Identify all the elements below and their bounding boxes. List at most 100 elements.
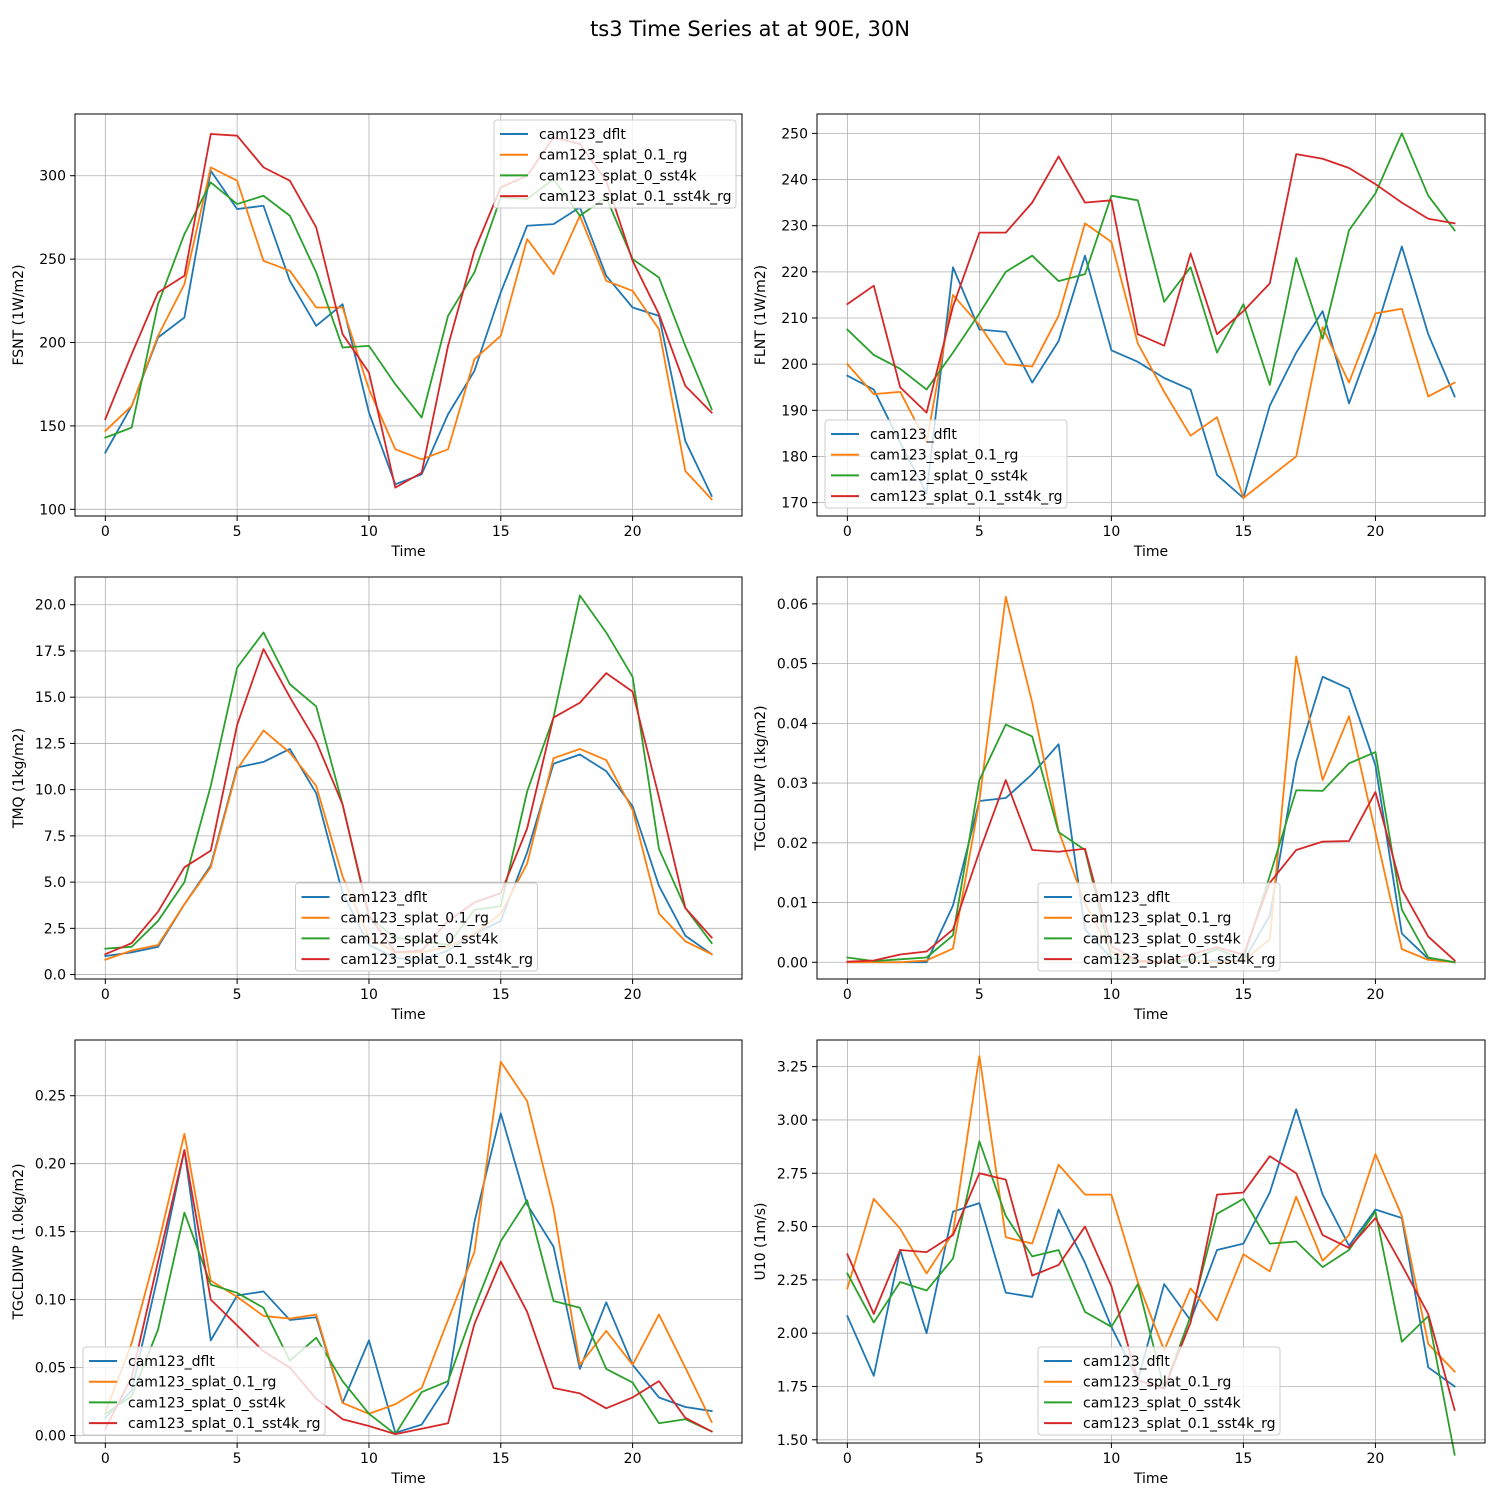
- x-tick-label: 0: [843, 524, 852, 540]
- y-tick-label: 170: [781, 496, 808, 512]
- subplot-fsnt: 0 5 10 15 20 100 150 200 250 300 Time FSNT (1W/m2) c…: [11, 113, 743, 560]
- axes-frame: [74, 576, 743, 980]
- x-axis-label: Time: [1133, 1471, 1168, 1487]
- y-axis-label: U10 (1m/s): [753, 1203, 769, 1281]
- y-axis-label: TGCLDLWP (1kg/m2): [753, 705, 769, 851]
- subplot-flnt: 0 5 10 15 20 170 180 190 200 210 220 230 240 250 Time F…: [753, 113, 1486, 560]
- x-axis-label: Time: [390, 1007, 425, 1023]
- axes-frame: [816, 576, 1486, 980]
- y-tick-label: 240: [781, 173, 808, 189]
- grid: [817, 114, 1485, 516]
- y-tick-label: 0.15: [35, 1225, 66, 1241]
- y-tick-label: 2.25: [777, 1273, 808, 1289]
- x-tick-label: 10: [360, 987, 378, 1003]
- legend-label: cam123_dflt: [1083, 1354, 1170, 1370]
- series-line-4: [846, 153, 1456, 414]
- legend-label: cam123_splat_0.1_sst4k_rg: [539, 189, 732, 205]
- x-tick-label: 0: [843, 987, 852, 1003]
- legend-label: cam123_dflt: [341, 890, 428, 906]
- x-axis-label: Time: [1133, 544, 1168, 560]
- x-tick-label: 15: [492, 524, 510, 540]
- y-tick-label: 100: [39, 502, 66, 518]
- y-tick-label: 150: [39, 419, 66, 435]
- x-tick-label: 20: [624, 1451, 642, 1467]
- x-tick-label: 20: [1367, 524, 1385, 540]
- y-tick-label: 0.05: [777, 657, 808, 673]
- axes-frame: [74, 1039, 743, 1444]
- y-axis-label: TMQ (1kg/m2): [11, 728, 27, 829]
- y-tick-label: 1.50: [777, 1433, 808, 1449]
- x-tick-label: 10: [360, 1451, 378, 1467]
- legend-label: cam123_splat_0.1_sst4k_rg: [1083, 952, 1276, 968]
- y-tick-label: 12.5: [35, 736, 66, 752]
- legend-label: cam123_splat_0.1_rg: [539, 148, 687, 164]
- y-tick-label: 0.00: [35, 1429, 66, 1445]
- y-axis-label: TGCLDIWP (1.0kg/m2): [11, 1163, 27, 1320]
- y-tick-label: 1.75: [777, 1379, 808, 1395]
- x-tick-label: 10: [360, 524, 378, 540]
- y-tick-label: 0.00: [777, 955, 808, 971]
- axes-frame: [816, 113, 1486, 517]
- y-tick-label: 0.04: [777, 716, 808, 732]
- subplot-tgcldlwp: 0 5 10 15 20 0.00 0.01 0.02 0.03 0.04 0.05 0.06 Time…: [753, 576, 1486, 1023]
- legend-label: cam123_dflt: [128, 1354, 215, 1370]
- series-line-1: [846, 245, 1456, 499]
- y-tick-label: 2.50: [777, 1220, 808, 1236]
- x-tick-label: 10: [1102, 987, 1120, 1003]
- y-tick-label: 180: [781, 449, 808, 465]
- subplot-u10: 0 5 10 15 20 1.50 1.75 2.00 2.25 2.50 2.75 3.00 3.25…: [753, 1039, 1486, 1487]
- y-tick-label: 300: [39, 169, 66, 185]
- legend-box: [295, 882, 538, 972]
- y-tick-label: 220: [781, 265, 808, 281]
- y-tick-label: 17.5: [35, 644, 66, 660]
- legend-box: [82, 1346, 326, 1436]
- legend-box: [1037, 882, 1281, 972]
- legend-label: cam123_splat_0.1_rg: [1083, 1375, 1231, 1391]
- legend-label: cam123_splat_0_sst4k: [870, 468, 1029, 484]
- x-tick-label: 15: [1234, 987, 1252, 1003]
- x-axis-label: Time: [390, 1471, 425, 1487]
- series-line-1: [846, 1108, 1456, 1388]
- x-tick-label: 10: [1102, 524, 1120, 540]
- x-tick-label: 20: [1367, 1451, 1385, 1467]
- y-tick-label: 0.01: [777, 896, 808, 912]
- legend-label: cam123_splat_0.1_rg: [128, 1375, 276, 1391]
- series-line-3: [846, 132, 1456, 391]
- y-tick-label: 2.5: [44, 921, 66, 937]
- x-tick-label: 5: [975, 987, 984, 1003]
- y-tick-label: 0.20: [35, 1157, 66, 1173]
- x-tick-label: 5: [975, 524, 984, 540]
- legend: cam123_dflt cam123_splat_0.1_rg cam123_spl…: [295, 882, 538, 972]
- y-tick-label: 0.02: [777, 836, 808, 852]
- y-axis-label: FLNT (1W/m2): [753, 265, 769, 365]
- legend: cam123_dflt cam123_splat_0.1_rg cam123_spl…: [1037, 882, 1281, 972]
- subplot-tmq: 0 5 10 15 20 0.0 2.5 5.0 7.5 10.0 12.5 15.0 17.5 20.0…: [11, 576, 743, 1023]
- legend-label: cam123_splat_0.1_rg: [1083, 911, 1231, 927]
- legend: cam123_dflt cam123_splat_0.1_rg cam123_spl…: [1037, 1346, 1281, 1436]
- y-tick-label: 250: [39, 252, 66, 268]
- legend: cam123_dflt cam123_splat_0.1_rg cam123_spl…: [82, 1346, 326, 1436]
- legend: cam123_dflt cam123_splat_0.1_rg cam123_spl…: [824, 419, 1068, 509]
- x-axis-label: Time: [390, 544, 425, 560]
- y-tick-label: 190: [781, 403, 808, 419]
- y-tick-label: 250: [781, 126, 808, 142]
- legend-label: cam123_dflt: [870, 427, 957, 443]
- legend-box: [824, 419, 1068, 509]
- x-axis-label: Time: [1133, 1007, 1168, 1023]
- legend-label: cam123_splat_0.1_sst4k_rg: [341, 952, 534, 968]
- y-tick-label: 200: [781, 357, 808, 373]
- legend-label: cam123_dflt: [539, 127, 626, 143]
- legend-label: cam123_splat_0.1_sst4k_rg: [128, 1416, 321, 1432]
- x-tick-label: 15: [492, 987, 510, 1003]
- series-line-2: [104, 166, 713, 501]
- x-tick-label: 10: [1102, 1451, 1120, 1467]
- x-tick-label: 5: [233, 987, 242, 1003]
- x-tick-label: 0: [101, 987, 110, 1003]
- x-tick-label: 0: [101, 1451, 110, 1467]
- x-tick-label: 5: [233, 524, 242, 540]
- y-tick-label: 3.25: [777, 1060, 808, 1076]
- x-tick-label: 15: [492, 1451, 510, 1467]
- legend-label: cam123_splat_0.1_sst4k_rg: [1083, 1416, 1276, 1432]
